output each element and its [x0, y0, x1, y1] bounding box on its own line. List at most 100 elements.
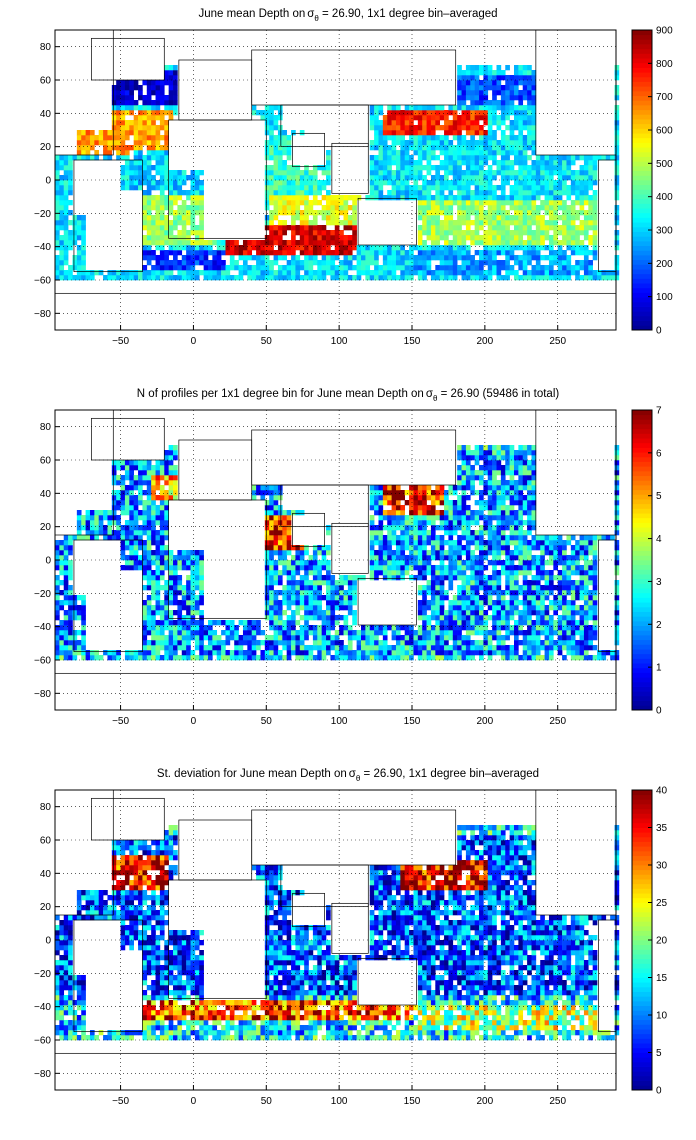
heat-cell — [444, 195, 449, 201]
heat-cell — [562, 255, 567, 261]
heat-cell — [269, 185, 274, 191]
heat-cell — [509, 255, 515, 261]
heat-cell — [282, 535, 287, 541]
heat-cell — [68, 550, 73, 556]
heat-cell — [155, 595, 161, 601]
heat-cell — [413, 635, 419, 641]
heat-cell — [382, 555, 388, 561]
heat-cell — [146, 500, 152, 506]
heat-cell — [81, 650, 86, 656]
heat-cell — [151, 560, 156, 566]
heat-cell — [518, 75, 524, 81]
heat-cell — [426, 200, 432, 206]
heat-cell — [269, 490, 274, 496]
heat-cell — [155, 540, 161, 546]
heat-cell — [168, 75, 174, 81]
heat-cell — [365, 195, 371, 201]
heat-cell — [461, 95, 467, 101]
heat-cell — [509, 220, 515, 226]
heat-cell — [229, 255, 235, 261]
heat-cell — [465, 85, 471, 91]
heat-cell — [404, 110, 410, 116]
heat-cell — [592, 160, 598, 166]
heat-cell — [518, 195, 524, 201]
heat-cell — [439, 595, 445, 601]
heat-cell — [186, 220, 191, 226]
heat-cell — [518, 175, 524, 181]
heat-cell — [439, 570, 445, 576]
heat-cell — [426, 215, 432, 221]
heat-cell — [81, 150, 86, 156]
heat-cell — [527, 80, 532, 86]
heat-cell — [199, 635, 204, 641]
heat-cell — [601, 275, 607, 281]
heat-cell — [229, 240, 235, 246]
heat-cell — [120, 170, 126, 176]
heat-cell — [522, 140, 528, 146]
heat-cell — [146, 95, 152, 101]
heat-cell — [548, 190, 554, 196]
heat-cell — [142, 525, 148, 531]
heat-cell — [151, 640, 156, 646]
heat-cell — [430, 535, 436, 541]
heat-cell — [514, 75, 519, 81]
heat-cell — [146, 525, 152, 531]
heat-cell — [81, 515, 86, 521]
heat-cell — [181, 585, 187, 591]
coastline — [73, 159, 143, 273]
heat-cell — [168, 485, 174, 491]
colorbar-tick-label: 500 — [656, 159, 673, 170]
heat-cell — [374, 485, 379, 491]
heat-cell — [474, 75, 480, 81]
heat-cell — [474, 95, 480, 101]
heat-cell — [299, 275, 305, 281]
heat-cell — [465, 565, 471, 571]
heat-cell — [465, 450, 471, 456]
heat-cell — [72, 230, 78, 236]
heat-cell — [312, 600, 318, 606]
heat-cell — [216, 265, 222, 271]
heat-cell — [356, 575, 362, 581]
heat-cell — [369, 255, 375, 261]
heat-cell — [391, 115, 397, 121]
heat-cell — [492, 155, 497, 161]
heat-cell — [181, 235, 187, 241]
heat-cell — [260, 490, 266, 496]
heat-cell — [177, 180, 183, 186]
heat-cell — [356, 645, 362, 651]
heat-cell — [55, 205, 60, 211]
heat-cell — [212, 640, 218, 646]
heat-cell — [256, 265, 261, 271]
heat-cell — [120, 525, 126, 531]
heat-cell — [409, 565, 414, 571]
heat-cell — [155, 150, 161, 156]
heat-cell — [181, 170, 187, 176]
heat-cell — [374, 175, 379, 181]
heat-cell — [382, 540, 388, 546]
heat-cell — [181, 590, 187, 596]
heat-cell — [168, 245, 174, 251]
heat-cell — [435, 195, 440, 201]
heat-cell — [168, 105, 174, 111]
heat-cell — [146, 225, 152, 231]
heat-cell — [483, 85, 489, 91]
heat-cell — [247, 630, 253, 636]
heat-cell — [544, 205, 550, 211]
heat-cell — [256, 485, 261, 491]
heat-cell — [282, 150, 287, 156]
heat-cell — [273, 620, 279, 626]
heat-cell — [164, 195, 169, 201]
heat-cell — [299, 240, 305, 246]
heat-cell — [186, 625, 191, 631]
heat-cell — [212, 635, 218, 641]
heat-cell — [347, 625, 353, 631]
heat-cell — [260, 110, 266, 116]
heat-cell — [186, 175, 191, 181]
heat-cell — [548, 180, 554, 186]
heat-cell — [417, 585, 423, 591]
heat-cell — [400, 525, 406, 531]
heat-cell — [186, 555, 191, 561]
heat-cell — [312, 615, 318, 621]
heat-cell — [63, 245, 69, 251]
heat-cell — [347, 235, 353, 241]
